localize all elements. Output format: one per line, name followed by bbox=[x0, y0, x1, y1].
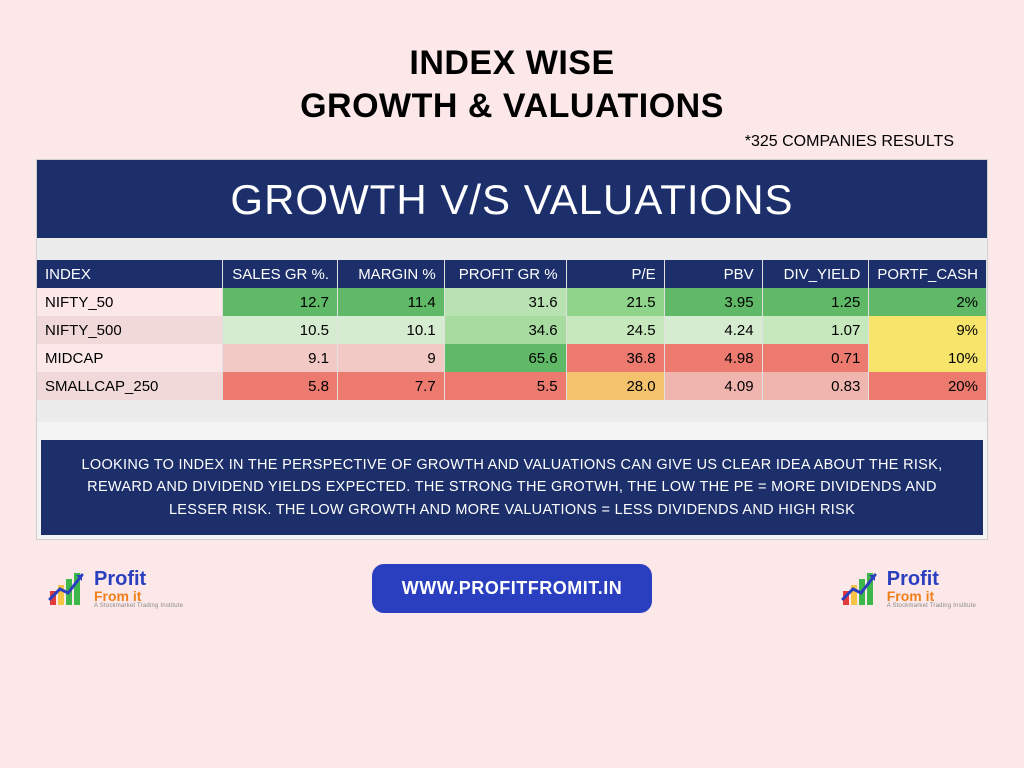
column-header: INDEX bbox=[37, 260, 222, 288]
data-cell: 20% bbox=[869, 372, 987, 400]
spacer bbox=[37, 238, 987, 260]
data-cell: 24.5 bbox=[566, 316, 664, 344]
brand-logo-left: Profit From it A Stockmarket Trading Ins… bbox=[48, 569, 183, 609]
column-header: DIV_YIELD bbox=[762, 260, 869, 288]
logo-text: Profit From it A Stockmarket Trading Ins… bbox=[887, 569, 976, 609]
data-cell: 10.5 bbox=[222, 316, 337, 344]
data-cell: 4.24 bbox=[664, 316, 762, 344]
logo-word-2: From it bbox=[94, 589, 183, 603]
data-cell: 5.8 bbox=[222, 372, 337, 400]
logo-chart-icon bbox=[841, 569, 881, 609]
table-row: MIDCAP9.1965.636.84.980.7110% bbox=[37, 344, 987, 372]
logo-text: Profit From it A Stockmarket Trading Ins… bbox=[94, 569, 183, 609]
logo-word-2: From it bbox=[887, 589, 976, 603]
logo-word-1: Profit bbox=[94, 569, 183, 589]
table-row: SMALLCAP_2505.87.75.528.04.090.8320% bbox=[37, 372, 987, 400]
row-label: MIDCAP bbox=[37, 344, 222, 372]
brand-logo-right: Profit From it A Stockmarket Trading Ins… bbox=[841, 569, 976, 609]
data-cell: 2% bbox=[869, 288, 987, 316]
page-title: INDEX WISE GROWTH & VALUATIONS bbox=[0, 0, 1024, 127]
data-cell: 10% bbox=[869, 344, 987, 372]
data-cell: 21.5 bbox=[566, 288, 664, 316]
logo-tagline: A Stockmarket Trading Institute bbox=[887, 603, 976, 609]
column-header: P/E bbox=[566, 260, 664, 288]
data-cell: 0.83 bbox=[762, 372, 869, 400]
table-row: NIFTY_5012.711.431.621.53.951.252% bbox=[37, 288, 987, 316]
data-cell: 10.1 bbox=[338, 316, 445, 344]
table-row: NIFTY_50010.510.134.624.54.241.079% bbox=[37, 316, 987, 344]
row-label: SMALLCAP_250 bbox=[37, 372, 222, 400]
column-header: PBV bbox=[664, 260, 762, 288]
data-cell: 28.0 bbox=[566, 372, 664, 400]
companies-subnote: *325 COMPANIES RESULTS bbox=[0, 127, 1024, 159]
data-cell: 4.98 bbox=[664, 344, 762, 372]
column-header: MARGIN % bbox=[338, 260, 445, 288]
data-cell: 12.7 bbox=[222, 288, 337, 316]
data-cell: 9% bbox=[869, 316, 987, 344]
title-line-2: GROWTH & VALUATIONS bbox=[0, 85, 1024, 128]
data-cell: 5.5 bbox=[444, 372, 566, 400]
data-cell: 7.7 bbox=[338, 372, 445, 400]
column-header: SALES GR %. bbox=[222, 260, 337, 288]
logo-chart-icon bbox=[48, 569, 88, 609]
logo-tagline: A Stockmarket Trading Institute bbox=[94, 603, 183, 609]
data-cell: 3.95 bbox=[664, 288, 762, 316]
valuation-card: GROWTH V/S VALUATIONS INDEXSALES GR %.MA… bbox=[36, 159, 988, 540]
data-cell: 0.71 bbox=[762, 344, 869, 372]
data-cell: 1.25 bbox=[762, 288, 869, 316]
data-cell: 31.6 bbox=[444, 288, 566, 316]
card-banner: GROWTH V/S VALUATIONS bbox=[37, 160, 987, 238]
data-cell: 11.4 bbox=[338, 288, 445, 316]
valuation-table: INDEXSALES GR %.MARGIN %PROFIT GR %P/EPB… bbox=[37, 260, 987, 400]
data-cell: 34.6 bbox=[444, 316, 566, 344]
spacer bbox=[37, 400, 987, 422]
row-label: NIFTY_500 bbox=[37, 316, 222, 344]
data-cell: 36.8 bbox=[566, 344, 664, 372]
data-cell: 1.07 bbox=[762, 316, 869, 344]
data-cell: 9 bbox=[338, 344, 445, 372]
website-url-pill[interactable]: WWW.PROFITFROMIT.IN bbox=[372, 564, 652, 613]
logo-word-1: Profit bbox=[887, 569, 976, 589]
table-header-row: INDEXSALES GR %.MARGIN %PROFIT GR %P/EPB… bbox=[37, 260, 987, 288]
column-header: PORTF_CASH bbox=[869, 260, 987, 288]
column-header: PROFIT GR % bbox=[444, 260, 566, 288]
bottom-bar: Profit From it A Stockmarket Trading Ins… bbox=[0, 540, 1024, 613]
title-line-1: INDEX WISE bbox=[0, 42, 1024, 85]
data-cell: 65.6 bbox=[444, 344, 566, 372]
data-cell: 4.09 bbox=[664, 372, 762, 400]
row-label: NIFTY_50 bbox=[37, 288, 222, 316]
data-cell: 9.1 bbox=[222, 344, 337, 372]
footer-explainer: LOOKING TO INDEX IN THE PERSPECTIVE OF G… bbox=[41, 440, 983, 535]
